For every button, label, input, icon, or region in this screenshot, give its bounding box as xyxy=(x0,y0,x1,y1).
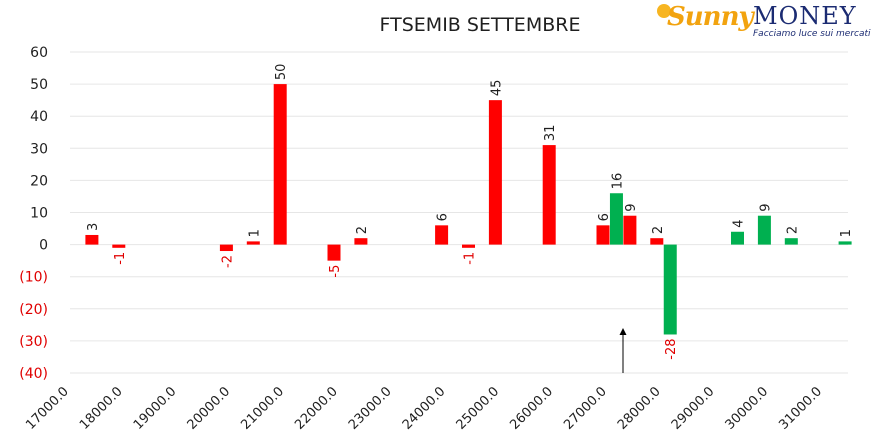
bar xyxy=(663,244,677,335)
data-label: -5 xyxy=(328,265,343,278)
y-tick-label: 60 xyxy=(30,45,48,61)
bar xyxy=(219,244,233,252)
y-tick-label: (30) xyxy=(19,334,48,350)
annotation-arrow-head xyxy=(619,328,627,336)
bar xyxy=(246,241,260,245)
data-label: 3 xyxy=(86,223,101,231)
x-tick-label: 30000.0 xyxy=(723,384,772,433)
data-label: 50 xyxy=(274,64,289,81)
bar xyxy=(731,231,744,245)
x-tick-label: 21000.0 xyxy=(238,384,287,433)
data-label: -1 xyxy=(463,252,478,265)
logo-brand-first: Sunny xyxy=(667,2,754,32)
y-tick-label: 0 xyxy=(39,238,48,254)
bar xyxy=(85,234,99,245)
x-tick-label: 25000.0 xyxy=(454,384,503,433)
data-label: -1 xyxy=(113,252,128,265)
y-tick-label: (20) xyxy=(19,302,48,318)
x-tick-label: 29000.0 xyxy=(669,384,718,433)
bar xyxy=(488,100,502,245)
y-tick-label: 50 xyxy=(30,77,48,93)
bar xyxy=(273,84,287,245)
data-label: 6 xyxy=(436,213,451,221)
bar xyxy=(327,244,341,261)
bar xyxy=(435,225,449,245)
bar xyxy=(112,244,126,248)
data-label: 6 xyxy=(597,213,612,221)
bar xyxy=(354,238,368,245)
y-tick-label: 40 xyxy=(30,109,48,125)
bar xyxy=(542,145,556,245)
sunny-money-logo: Sunny MONEY Facciamo luce sui mercati xyxy=(657,2,877,42)
data-label: 2 xyxy=(651,226,666,234)
data-label: 9 xyxy=(624,203,639,211)
x-tick-label: 26000.0 xyxy=(507,384,556,433)
y-tick-label: (10) xyxy=(19,270,48,286)
data-label: -2 xyxy=(220,255,235,268)
x-tick-label: 31000.0 xyxy=(776,384,825,433)
bar xyxy=(462,244,475,248)
sun-icon xyxy=(657,4,671,18)
data-label: 45 xyxy=(489,80,504,97)
x-tick-label: 17000.0 xyxy=(23,384,72,433)
data-label: 1 xyxy=(839,229,854,237)
data-label: 4 xyxy=(732,219,747,227)
x-tick-label: 18000.0 xyxy=(77,384,126,433)
data-label: 2 xyxy=(785,226,800,234)
logo-tagline: Facciamo luce sui mercati xyxy=(753,29,871,39)
x-tick-label: 23000.0 xyxy=(346,384,395,433)
bar xyxy=(609,193,623,245)
bar xyxy=(623,215,637,245)
bar xyxy=(596,225,610,245)
y-tick-label: 30 xyxy=(30,141,48,157)
y-tick-label: (40) xyxy=(19,366,48,382)
data-label: 1 xyxy=(247,229,262,237)
bar xyxy=(838,241,852,245)
x-tick-label: 24000.0 xyxy=(400,384,449,433)
chart-title: FTSEMIB SETTEMBRE xyxy=(379,14,581,36)
x-tick-label: 20000.0 xyxy=(185,384,234,433)
bar xyxy=(784,238,798,245)
data-label: -28 xyxy=(664,338,679,359)
x-tick-label: 19000.0 xyxy=(131,384,180,433)
y-tick-label: 20 xyxy=(30,173,48,189)
bar xyxy=(757,215,771,245)
data-label: 2 xyxy=(355,226,370,234)
x-tick-label: 22000.0 xyxy=(292,384,341,433)
bar xyxy=(650,238,664,245)
data-label: 16 xyxy=(610,173,625,190)
logo-brand-second: MONEY xyxy=(753,2,857,30)
x-tick-label: 28000.0 xyxy=(615,384,664,433)
data-label: 9 xyxy=(758,203,773,211)
x-tick-label: 27000.0 xyxy=(561,384,610,433)
data-label: 31 xyxy=(543,125,558,142)
y-tick-label: 10 xyxy=(30,206,48,222)
